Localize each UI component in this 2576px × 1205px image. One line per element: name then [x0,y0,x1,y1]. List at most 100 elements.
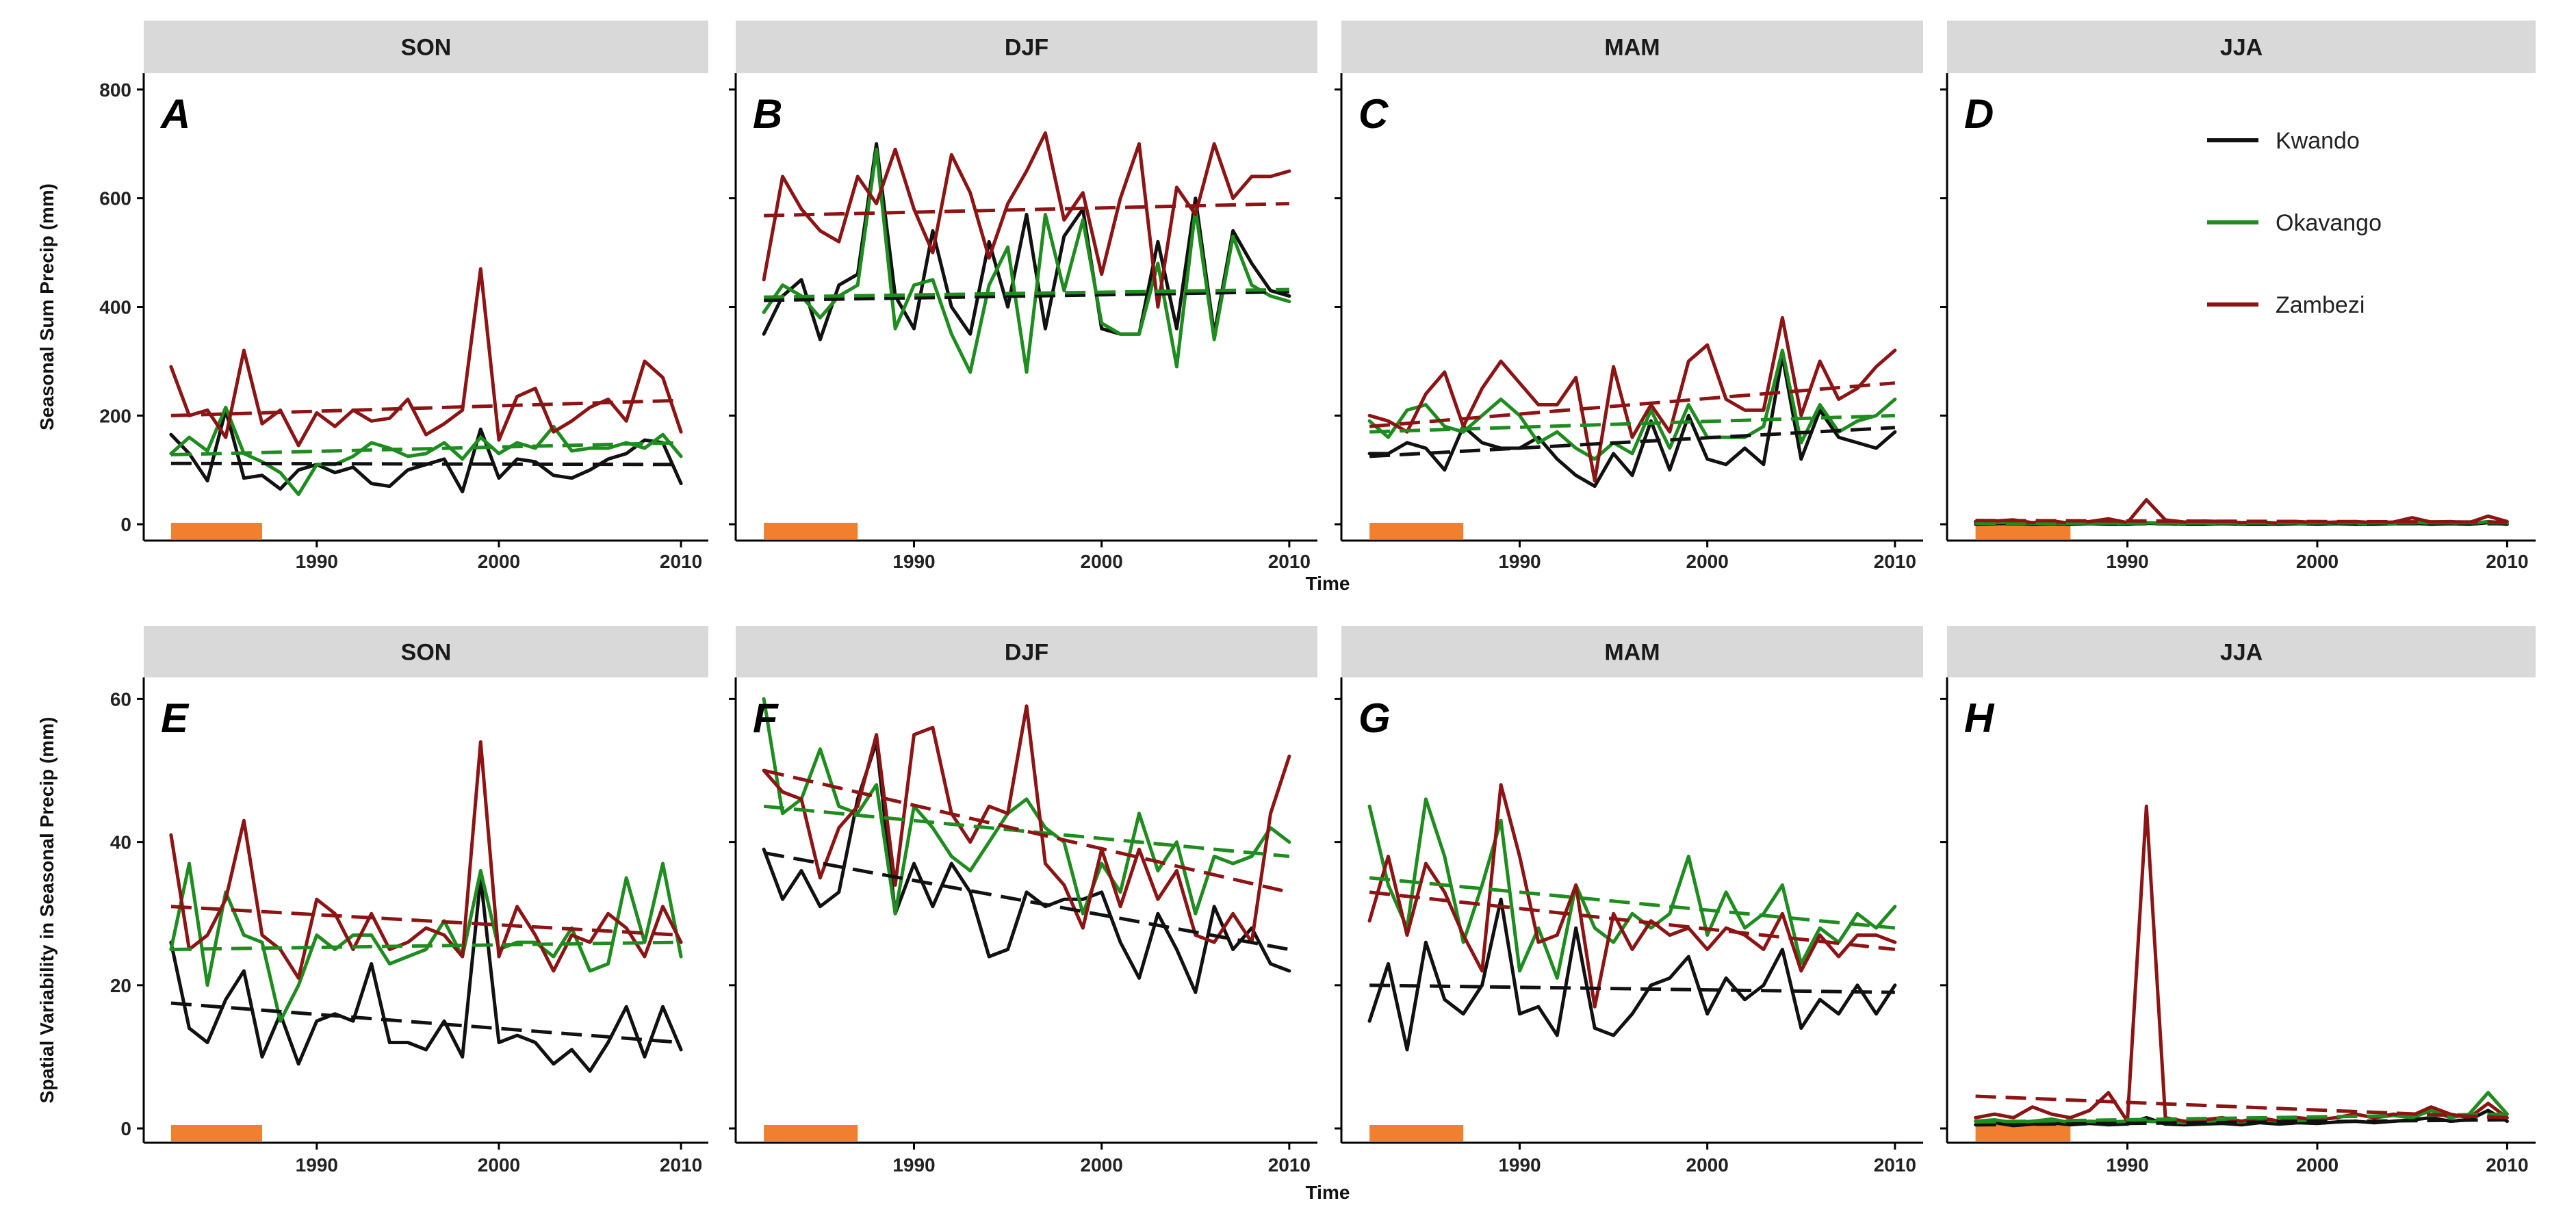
x-tick-label-e-son-2010: 2010 [660,1154,702,1176]
x-tick-label-f-djf-2000: 2000 [1081,1154,1123,1176]
facet-strip-e-son [144,626,708,677]
series-line-kwando-h-jja [1974,1109,2509,1128]
x-tick-label-d-jja-2010: 2010 [2486,551,2528,572]
series-line-zambezi-c-mam [1367,315,1897,483]
x-tick-label-a-son-2010: 2010 [660,551,702,572]
x-tick-label-g-mam-2010: 2010 [1874,1154,1916,1176]
series-line-okavango-e-son [169,861,683,1023]
x-tick-label-c-mam-2010: 2010 [1874,551,1916,572]
y-tick-label-bottom-40: 40 [110,832,131,853]
series-line-zambezi-f-djf [762,704,1291,944]
trend-line-zambezi-b-djf [764,202,1289,218]
series-line-zambezi-g-mam [1367,783,1897,1009]
x-tick-label-b-djf-1990: 1990 [892,551,935,572]
trend-line-kwando-c-mam [1369,426,1896,458]
panel-C: MAM 1990 2000 2010 C [1335,21,1923,572]
y-tick-label-top-0: 0 [120,514,131,535]
highlight-period-bar-g-mam [1369,1125,1464,1141]
trend-line-okavango-a-son [170,441,682,457]
panel-A: SON 0 200 400 600 800 1990 2000 2010 A [99,21,708,572]
series-line-okavango-g-mam [1367,797,1897,980]
x-tick-label-h-jja-2010: 2010 [2486,1154,2528,1176]
legend-label-zambezi: Zambezi [2276,292,2365,318]
y-axis-title-top: Seasonal Sum Precip (mm) [36,183,57,430]
series-line-kwando-f-djf [762,740,1291,994]
series-line-kwando-c-mam [1367,354,1897,489]
panel-F: DJF 1990 2000 2010 F [729,626,1317,1176]
highlight-period-bar-f-djf [764,1125,858,1141]
facet-strip-d-jja [1947,21,2536,73]
x-tick-label-h-jja-2000: 2000 [2296,1154,2339,1176]
x-tick-label-c-mam-1990: 1990 [1498,551,1541,572]
legend-label-okavango: Okavango [2276,210,2382,236]
panel-H: JJA 1990 2000 2010 H [1940,626,2536,1176]
y-tick-label-top-800: 800 [99,79,131,101]
facet-strip-f-djf [736,626,1317,677]
trend-line-zambezi-e-son [170,905,682,937]
trend-line-okavango-e-son [170,940,682,952]
series-line-zambezi-e-son [169,740,683,980]
series-line-zambezi-a-son [169,267,683,448]
trend-line-okavango-g-mam [1369,876,1896,930]
y-tick-label-top-600: 600 [99,188,131,209]
series-line-kwando-e-son [169,876,683,1073]
panel-letter-g: G [1358,695,1391,741]
series-line-zambezi-h-jja [1974,804,2509,1124]
facet-strip-label-e-son: SON [401,640,452,666]
highlight-period-bar-b-djf [764,523,858,539]
facet-strip-c-mam [1341,21,1923,73]
series-line-kwando-a-son [169,408,683,493]
trend-line-kwando-g-mam [1369,983,1895,994]
legend: Kwando Okavango Zambezi [2207,128,2382,318]
panel-E: SON 0 20 40 60 1990 2000 2010 E [110,626,708,1176]
highlight-period-bar-c-mam [1369,523,1464,539]
x-axis-title-bottom: Time [1306,1182,1350,1203]
highlight-period-bar-a-son [170,523,262,539]
trend-line-kwando-e-son [170,1001,682,1045]
panel-letter-d: D [1964,91,1994,137]
x-tick-label-e-son-2000: 2000 [478,1154,520,1176]
facet-strip-a-son [144,21,708,73]
facet-strip-label-f-djf: DJF [1005,640,1048,666]
facet-strip-b-djf [736,21,1317,73]
highlight-period-bar-h-jja [1975,1125,2071,1141]
panel-D: JJA 1990 2000 2010 D [1940,21,2536,572]
trend-line-kwando-b-djf [764,289,1289,302]
x-tick-label-d-jja-2000: 2000 [2296,551,2339,572]
trend-line-okavango-c-mam [1369,413,1895,434]
series-line-zambezi-b-djf [762,131,1291,309]
facet-strip-h-jja [1947,626,2536,677]
panel-letter-f: F [753,695,779,741]
panel-letter-b: B [753,91,782,137]
trend-line-zambezi-g-mam [1369,890,1896,952]
y-tick-label-bottom-20: 20 [110,975,131,996]
panel-letter-a: A [159,91,190,137]
legend-label-kwando: Kwando [2276,128,2360,154]
x-tick-label-a-son-2000: 2000 [478,551,520,572]
x-tick-label-f-djf-1990: 1990 [892,1154,935,1176]
trend-line-okavango-b-djf [764,287,1289,299]
facet-strip-label-c-mam: MAM [1604,35,1660,61]
trend-line-zambezi-a-son [170,398,682,417]
facet-strip-label-b-djf: DJF [1005,35,1048,61]
x-tick-label-b-djf-2000: 2000 [1081,551,1123,572]
panel-letter-e: E [161,695,190,741]
series-line-okavango-b-djf [762,147,1291,374]
facet-strip-label-h-jja: JJA [2220,640,2263,666]
x-tick-label-e-son-1990: 1990 [296,1154,338,1176]
x-tick-label-h-jja-1990: 1990 [2106,1154,2148,1176]
highlight-period-bar-e-son [170,1125,262,1141]
panel-B: DJF 1990 2000 2010 B [729,21,1317,572]
y-axis-title-bottom: Spatial Variability in Seasonal Precip (… [36,717,57,1104]
facet-strip-label-d-jja: JJA [2220,35,2263,61]
x-tick-label-f-djf-2010: 2010 [1268,1154,1311,1176]
panel-letter-h: H [1964,695,1995,741]
series-line-okavango-a-son [169,405,683,496]
trend-line-kwando-a-son [170,461,682,467]
series-line-zambezi-d-jja [1974,497,2509,526]
x-tick-label-d-jja-1990: 1990 [2106,551,2148,572]
y-tick-label-top-400: 400 [99,297,131,318]
series-line-okavango-c-mam [1367,348,1897,461]
y-tick-label-bottom-60: 60 [110,688,131,710]
